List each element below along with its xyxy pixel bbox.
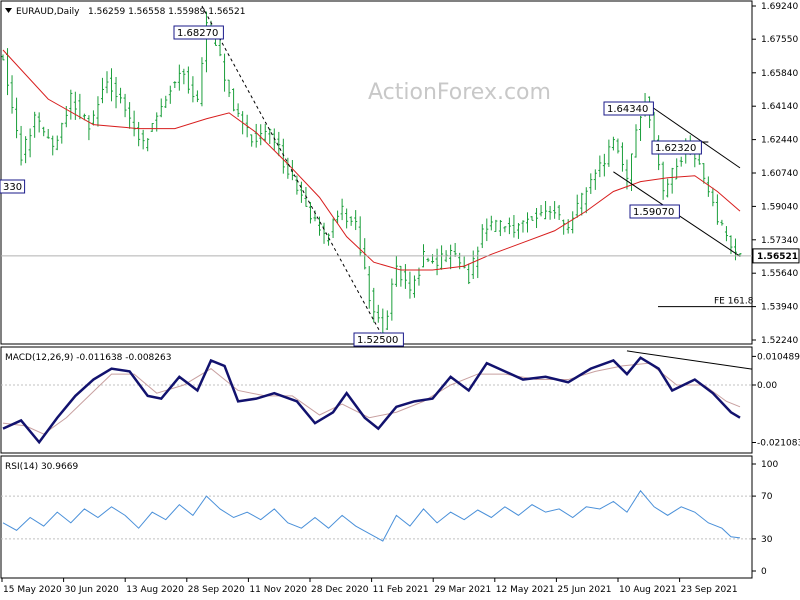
ohlc-label: 1.56259 1.56558 1.55989 1.56521 bbox=[88, 7, 245, 17]
price-axis-label: 1.67550 bbox=[761, 35, 798, 45]
date-axis-label: 13 Aug 2020 bbox=[126, 585, 184, 595]
price-axis-label: 1.62440 bbox=[761, 136, 798, 146]
current-price-label: 1.56521 bbox=[757, 252, 798, 262]
date-axis-label: 30 Jun 2020 bbox=[65, 585, 119, 595]
rsi-axis-label: 70 bbox=[761, 492, 773, 502]
annotation-low-1-52500-box bbox=[353, 332, 404, 347]
symbol-label: EURAUD,Daily bbox=[16, 7, 80, 17]
date-axis-label: 10 Aug 2021 bbox=[619, 585, 677, 595]
channel-upper-line bbox=[644, 101, 741, 169]
price-layer: 1.68270 1.52500 1.64340 1.62320 1.59070 330 FE… bbox=[0, 5, 754, 347]
macd-axis-label: 0.010489 bbox=[757, 352, 800, 362]
price-axis-label: 1.57340 bbox=[761, 236, 798, 246]
date-axis-label: 29 Mar 2021 bbox=[434, 585, 491, 595]
current-price-box bbox=[752, 248, 800, 264]
annotation-left-330: 330 bbox=[3, 182, 22, 193]
annotation-1-59070: 1.59070 bbox=[633, 207, 674, 218]
annotation-low-1-52500: 1.52500 bbox=[357, 335, 398, 346]
rsi-line bbox=[2, 489, 741, 542]
annotation-left-330-box bbox=[0, 179, 26, 194]
annotation-1-62320: 1.62320 bbox=[655, 143, 696, 154]
date-axis-label: 12 May 2021 bbox=[496, 585, 555, 595]
date-axis-label: 23 Sep 2021 bbox=[681, 585, 738, 595]
date-axis-label: 25 Jun 2021 bbox=[557, 585, 611, 595]
price-axis-label: 1.60740 bbox=[761, 169, 798, 179]
watermark: ActionForex.com bbox=[368, 80, 551, 105]
macd-axis-label: -0.021083 bbox=[757, 438, 800, 448]
price-panel bbox=[0, 0, 753, 345]
price-axis-label: 1.64140 bbox=[761, 102, 798, 112]
moving-average-line bbox=[2, 49, 741, 271]
date-axis-label: 28 Dec 2020 bbox=[311, 585, 369, 595]
annotation-fe-161-8: FE 161.8 bbox=[714, 297, 754, 307]
date-axis-label: 11 Nov 2020 bbox=[249, 585, 307, 595]
rsi-panel bbox=[0, 455, 753, 579]
dropdown-triangle-icon[interactable] bbox=[5, 8, 12, 13]
macd-signal-line bbox=[2, 362, 741, 435]
rsi-axis-label: 100 bbox=[761, 460, 778, 470]
price-axis-label: 1.52240 bbox=[761, 336, 798, 346]
trendline-down bbox=[201, 5, 384, 338]
rsi-axis-label: 0 bbox=[761, 567, 767, 577]
macd-layer bbox=[1, 350, 753, 445]
annotation-high-1-64340: 1.64340 bbox=[607, 104, 648, 115]
price-axis-label: 1.53940 bbox=[761, 303, 798, 313]
rsi-title: RSI(14) 30.9669 bbox=[5, 462, 78, 472]
macd-axis-label: 0.00 bbox=[757, 381, 777, 391]
date-axis-label: 28 Sep 2020 bbox=[188, 585, 245, 595]
price-axis-label: 1.55640 bbox=[761, 269, 798, 279]
price-axis-label: 1.65840 bbox=[761, 69, 798, 79]
annotation-1-59070-box bbox=[629, 204, 680, 219]
annotation-high-1-68270: 1.68270 bbox=[177, 28, 218, 39]
macd-panel bbox=[0, 346, 753, 454]
annotation-high-1-68270-box bbox=[173, 25, 224, 40]
macd-title: MACD(12,26,9) -0.011638 -0.008263 bbox=[5, 353, 171, 363]
annotation-high-1-64340-box bbox=[603, 101, 654, 116]
rsi-layer bbox=[1, 489, 752, 542]
annotation-1-62320-box bbox=[651, 140, 702, 155]
price-axis-label: 1.59040 bbox=[761, 202, 798, 212]
macd-divergence-line bbox=[626, 350, 753, 370]
price-axis-label: 1.69240 bbox=[761, 2, 798, 12]
date-axis-label: 11 Feb 2021 bbox=[373, 585, 429, 595]
rsi-axis-label: 30 bbox=[761, 535, 773, 545]
date-axis-label: 15 May 2020 bbox=[3, 585, 62, 595]
macd-line bbox=[2, 356, 741, 445]
